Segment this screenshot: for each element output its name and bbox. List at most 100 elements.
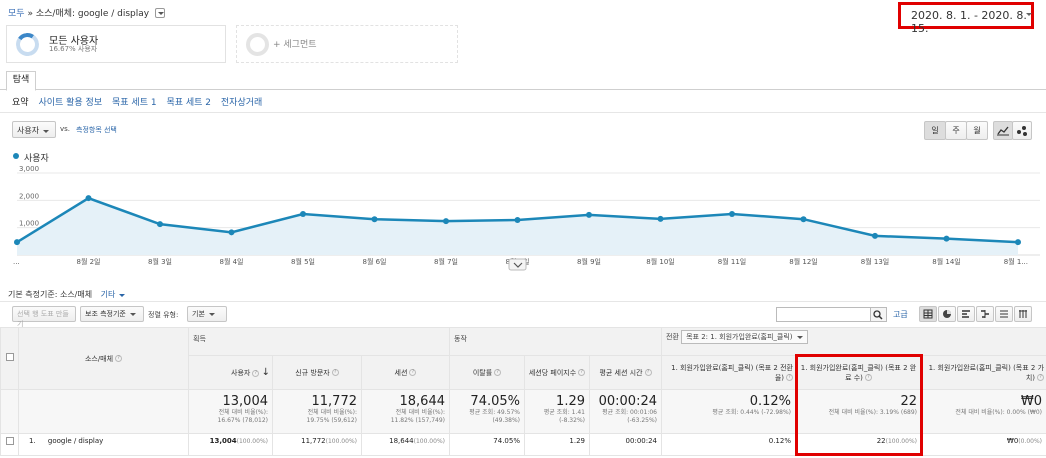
help-icon[interactable]: ? [786, 374, 793, 381]
help-icon[interactable]: ? [409, 369, 417, 376]
table-row[interactable]: 1. google / display 13,004(100.00%) 11,7… [0, 433, 1046, 456]
breadcrumb-root-link[interactable]: 모두 [8, 9, 25, 19]
group-behavior: 동작 [449, 327, 662, 356]
group-acquisition: 획득 [188, 327, 450, 356]
data-point [228, 229, 235, 236]
help-icon[interactable]: ? [252, 369, 260, 377]
y-tick-label: 1,000 [19, 220, 39, 228]
help-icon[interactable]: ? [578, 369, 586, 376]
total-goal2-conversion-rate: 0.12% 평균 조회: 0.44% (-72.98%) [661, 389, 796, 434]
segment-all-users[interactable] [6, 25, 226, 63]
data-point [85, 195, 92, 202]
x-tick-label: 8월 5일 [291, 257, 315, 266]
column-header-goal2-conversion-rate[interactable]: 1. 회원가입완료(홈피_클릭) (목표 2 전환율)? [661, 355, 796, 390]
column-header-bounce-rate[interactable]: 이탈률? [449, 355, 525, 390]
sort-type-select[interactable]: 기본 [187, 306, 227, 322]
row-users: 13,004(100.00%) [188, 433, 273, 456]
granularity-month[interactable]: 월 [966, 121, 988, 140]
column-header-goal2-value[interactable]: 1. 회원가입완료(홈피_클릭) (목표 2 가치)? [920, 355, 1046, 390]
subtab-summary[interactable]: 요약 [12, 98, 29, 108]
row-bounce-rate: 74.05% [449, 433, 525, 456]
sort-type-label: 정렬 유형: [148, 311, 179, 319]
breadcrumb-dropdown-icon[interactable] [154, 7, 165, 18]
dimension-header[interactable]: 소스/매체? [18, 327, 189, 390]
data-point [657, 215, 664, 222]
date-range-caret-icon[interactable] [1026, 13, 1032, 19]
subtab-goal-set-1[interactable]: 목표 세트 1 [112, 98, 157, 108]
data-point [300, 211, 306, 217]
line-chart-icon[interactable] [993, 121, 1013, 140]
granularity-week[interactable]: 주 [945, 121, 967, 140]
x-tick-label: 8월 7일 [434, 257, 458, 266]
total-new-visitors: 11,772 전체 대비 비율(%): 19.75% (59,612) [272, 389, 362, 434]
secondary-dimension-select[interactable]: 보조 측정기준 [80, 306, 144, 322]
divider [0, 112, 1046, 113]
primary-dimension-row: 기본 측정기준: 소스/매체 기타 [8, 289, 126, 300]
help-icon[interactable]: ? [494, 369, 502, 376]
tab-bar [0, 70, 1046, 90]
column-header-pages-per-session[interactable]: 세션당 페이지수? [524, 355, 590, 390]
term-cloud-view-icon[interactable] [995, 306, 1013, 322]
column-header-users[interactable]: 사용자? ↓ [188, 355, 273, 390]
tab-explore[interactable]: 탐색 [6, 71, 36, 91]
help-icon[interactable]: ? [1037, 374, 1045, 381]
conversion-goal-select[interactable]: 목표 2: 1. 회원가입완료(홈피_클릭) [681, 330, 808, 344]
breadcrumb: 모두 » 소스/매체: google / display [8, 6, 165, 19]
plot-rows-button[interactable]: 선택 행 도표 만들기 [12, 306, 76, 328]
add-segment-label[interactable]: + 세그먼트 [273, 40, 317, 50]
users-line-chart: 3,000 2,000 1,000 ... 8월 2일 8월 3일 8월 4일 8월 5일 8… [13, 165, 1040, 271]
column-header-new-visitors[interactable]: 신규 방문자? [272, 355, 362, 390]
column-header-avg-session-duration[interactable]: 평균 세션 시간? [589, 355, 662, 390]
help-icon[interactable]: ? [644, 369, 652, 376]
date-range-picker[interactable]: 2020. 8. 1. - 2020. 8. 15. [911, 9, 1027, 35]
row-dimension-link[interactable]: google / display [47, 437, 104, 445]
search-icon[interactable] [870, 307, 887, 322]
primary-dimension-value: 소스/매체 [59, 290, 93, 299]
x-tick-label: 8월 9일 [577, 257, 601, 266]
total-goal2-value: ₩0 전체 대비 비율(%): 0.00% (₩0) [920, 389, 1046, 434]
pie-view-icon[interactable] [938, 306, 956, 322]
subtab-goal-set-2[interactable]: 목표 세트 2 [166, 98, 212, 108]
sort-desc-icon[interactable]: ↓ [261, 367, 270, 378]
column-header-sessions[interactable]: 세션? [361, 355, 450, 390]
add-segment-box[interactable] [236, 25, 458, 63]
add-segment-ring-icon [246, 33, 269, 56]
row-new-visitors: 11,772(100.00%) [272, 433, 362, 456]
segment-subtitle: 16.67% 사용자 [49, 45, 98, 53]
total-bounce-rate: 74.05% 평균 조회: 49.57% (49.38%) [449, 389, 525, 434]
compare-metric-link[interactable]: 측정항목 선택 [76, 126, 117, 134]
select-all-checkbox[interactable] [5, 353, 14, 361]
granularity-day[interactable]: 일 [924, 121, 946, 140]
motion-chart-icon[interactable] [1012, 121, 1032, 140]
row-goal2-value: ₩0(0.00%) [920, 433, 1046, 456]
performance-view-icon[interactable] [957, 306, 975, 322]
subtab-ecommerce[interactable]: 전자상거래 [220, 98, 263, 108]
total-avg-session-duration: 00:00:24 평균 조회: 00:01:06 (-63.25%) [589, 389, 662, 434]
x-tick-label: 8월 2일 [76, 257, 100, 266]
help-icon[interactable]: ? [864, 374, 872, 381]
breadcrumb-separator: » [27, 9, 33, 19]
data-point [943, 235, 950, 242]
row-pages-per-session: 1.29 [524, 433, 590, 456]
chart-scroll-handle [508, 258, 527, 271]
pivot-view-icon[interactable] [1014, 306, 1032, 322]
advanced-filter-link[interactable]: 고급 [893, 310, 908, 319]
divider [0, 301, 1046, 302]
data-point [586, 211, 592, 218]
table-view-icon[interactable] [919, 306, 937, 322]
data-point [872, 232, 878, 239]
row-goal2-conversion-rate: 0.12% [661, 433, 796, 456]
metric-select[interactable]: 사용자 [12, 121, 56, 138]
data-point [514, 217, 521, 224]
help-icon[interactable]: ? [331, 369, 339, 376]
help-icon[interactable]: ? [115, 355, 123, 362]
x-tick-label: 8월 10일 [646, 257, 674, 266]
row-checkbox[interactable] [5, 437, 14, 445]
subtab-site-usage[interactable]: 사이트 활용 정보 [38, 98, 103, 108]
segment-title: 모든 사용자 [49, 36, 99, 47]
legend-marker [13, 153, 19, 159]
total-users: 13,004 전체 대비 비율(%): 16.67% (78,012) [188, 389, 273, 434]
primary-dimension-label: 기본 측정기준: [8, 290, 58, 299]
dimension-other-link[interactable]: 기타 [101, 290, 126, 299]
comparison-view-icon[interactable] [976, 306, 994, 322]
